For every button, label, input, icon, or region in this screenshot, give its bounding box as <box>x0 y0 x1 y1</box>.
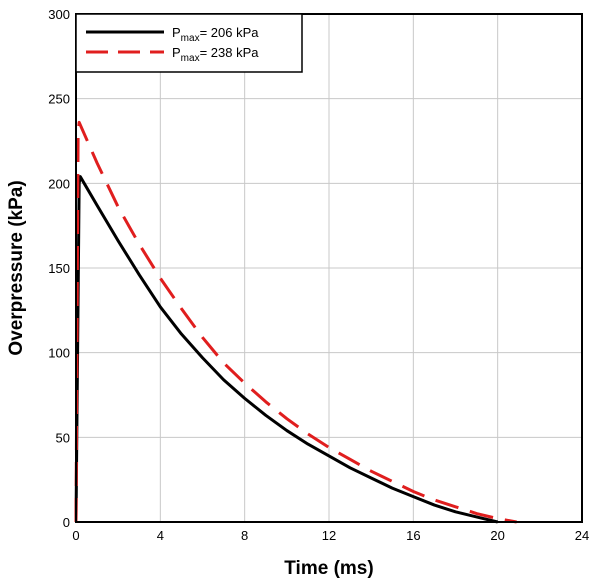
x-tick-label: 4 <box>157 528 164 543</box>
y-tick-label: 300 <box>48 7 70 22</box>
x-tick-label: 16 <box>406 528 420 543</box>
grid-layer <box>76 14 582 522</box>
legend-box <box>75 13 303 73</box>
y-tick-label: 50 <box>56 430 70 445</box>
y-tick-label: 250 <box>48 92 70 107</box>
series-line-2 <box>74 120 517 524</box>
x-tick-label: 8 <box>241 528 248 543</box>
y-tick-label: 150 <box>48 261 70 276</box>
series-layer <box>74 120 517 524</box>
x-tick-label: 24 <box>575 528 589 543</box>
x-tick-label: 0 <box>72 528 79 543</box>
tick-layer: 0 4 8 12 16 20 24 0 50 100 150 200 250 300 <box>48 7 589 543</box>
plot-frame <box>75 13 583 523</box>
y-tick-label: 200 <box>48 176 70 191</box>
y-tick-label: 100 <box>48 346 70 361</box>
x-axis-label: Time (ms) <box>284 558 373 579</box>
y-tick-label: 0 <box>63 515 70 530</box>
x-tick-label: 12 <box>322 528 336 543</box>
series-line-1 <box>74 175 499 524</box>
legend-label-2: Pmax= 238 kPa <box>172 45 259 64</box>
legend-label-1: Pmax= 206 kPa <box>172 25 259 44</box>
y-axis-label: Overpressure (kPa) <box>6 180 27 355</box>
x-tick-label: 20 <box>490 528 504 543</box>
